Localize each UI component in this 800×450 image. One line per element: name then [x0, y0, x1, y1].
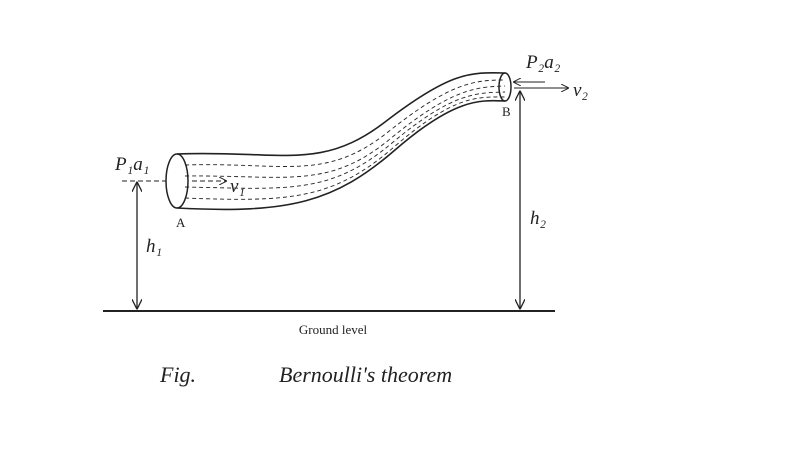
label: A — [176, 215, 186, 230]
caption-title: Bernoulli's theorem — [279, 362, 452, 387]
caption-fig: Fig. — [159, 362, 196, 387]
label: P₁a₁ — [114, 154, 149, 175]
label: v₂ — [573, 80, 588, 101]
label: Ground level — [299, 322, 368, 337]
label: v₁ — [230, 176, 245, 197]
pipe — [165, 71, 512, 211]
label: P₂a₂ — [525, 52, 561, 73]
label: B — [502, 104, 511, 119]
label: h₂ — [530, 208, 547, 229]
label: h₁ — [146, 236, 162, 257]
